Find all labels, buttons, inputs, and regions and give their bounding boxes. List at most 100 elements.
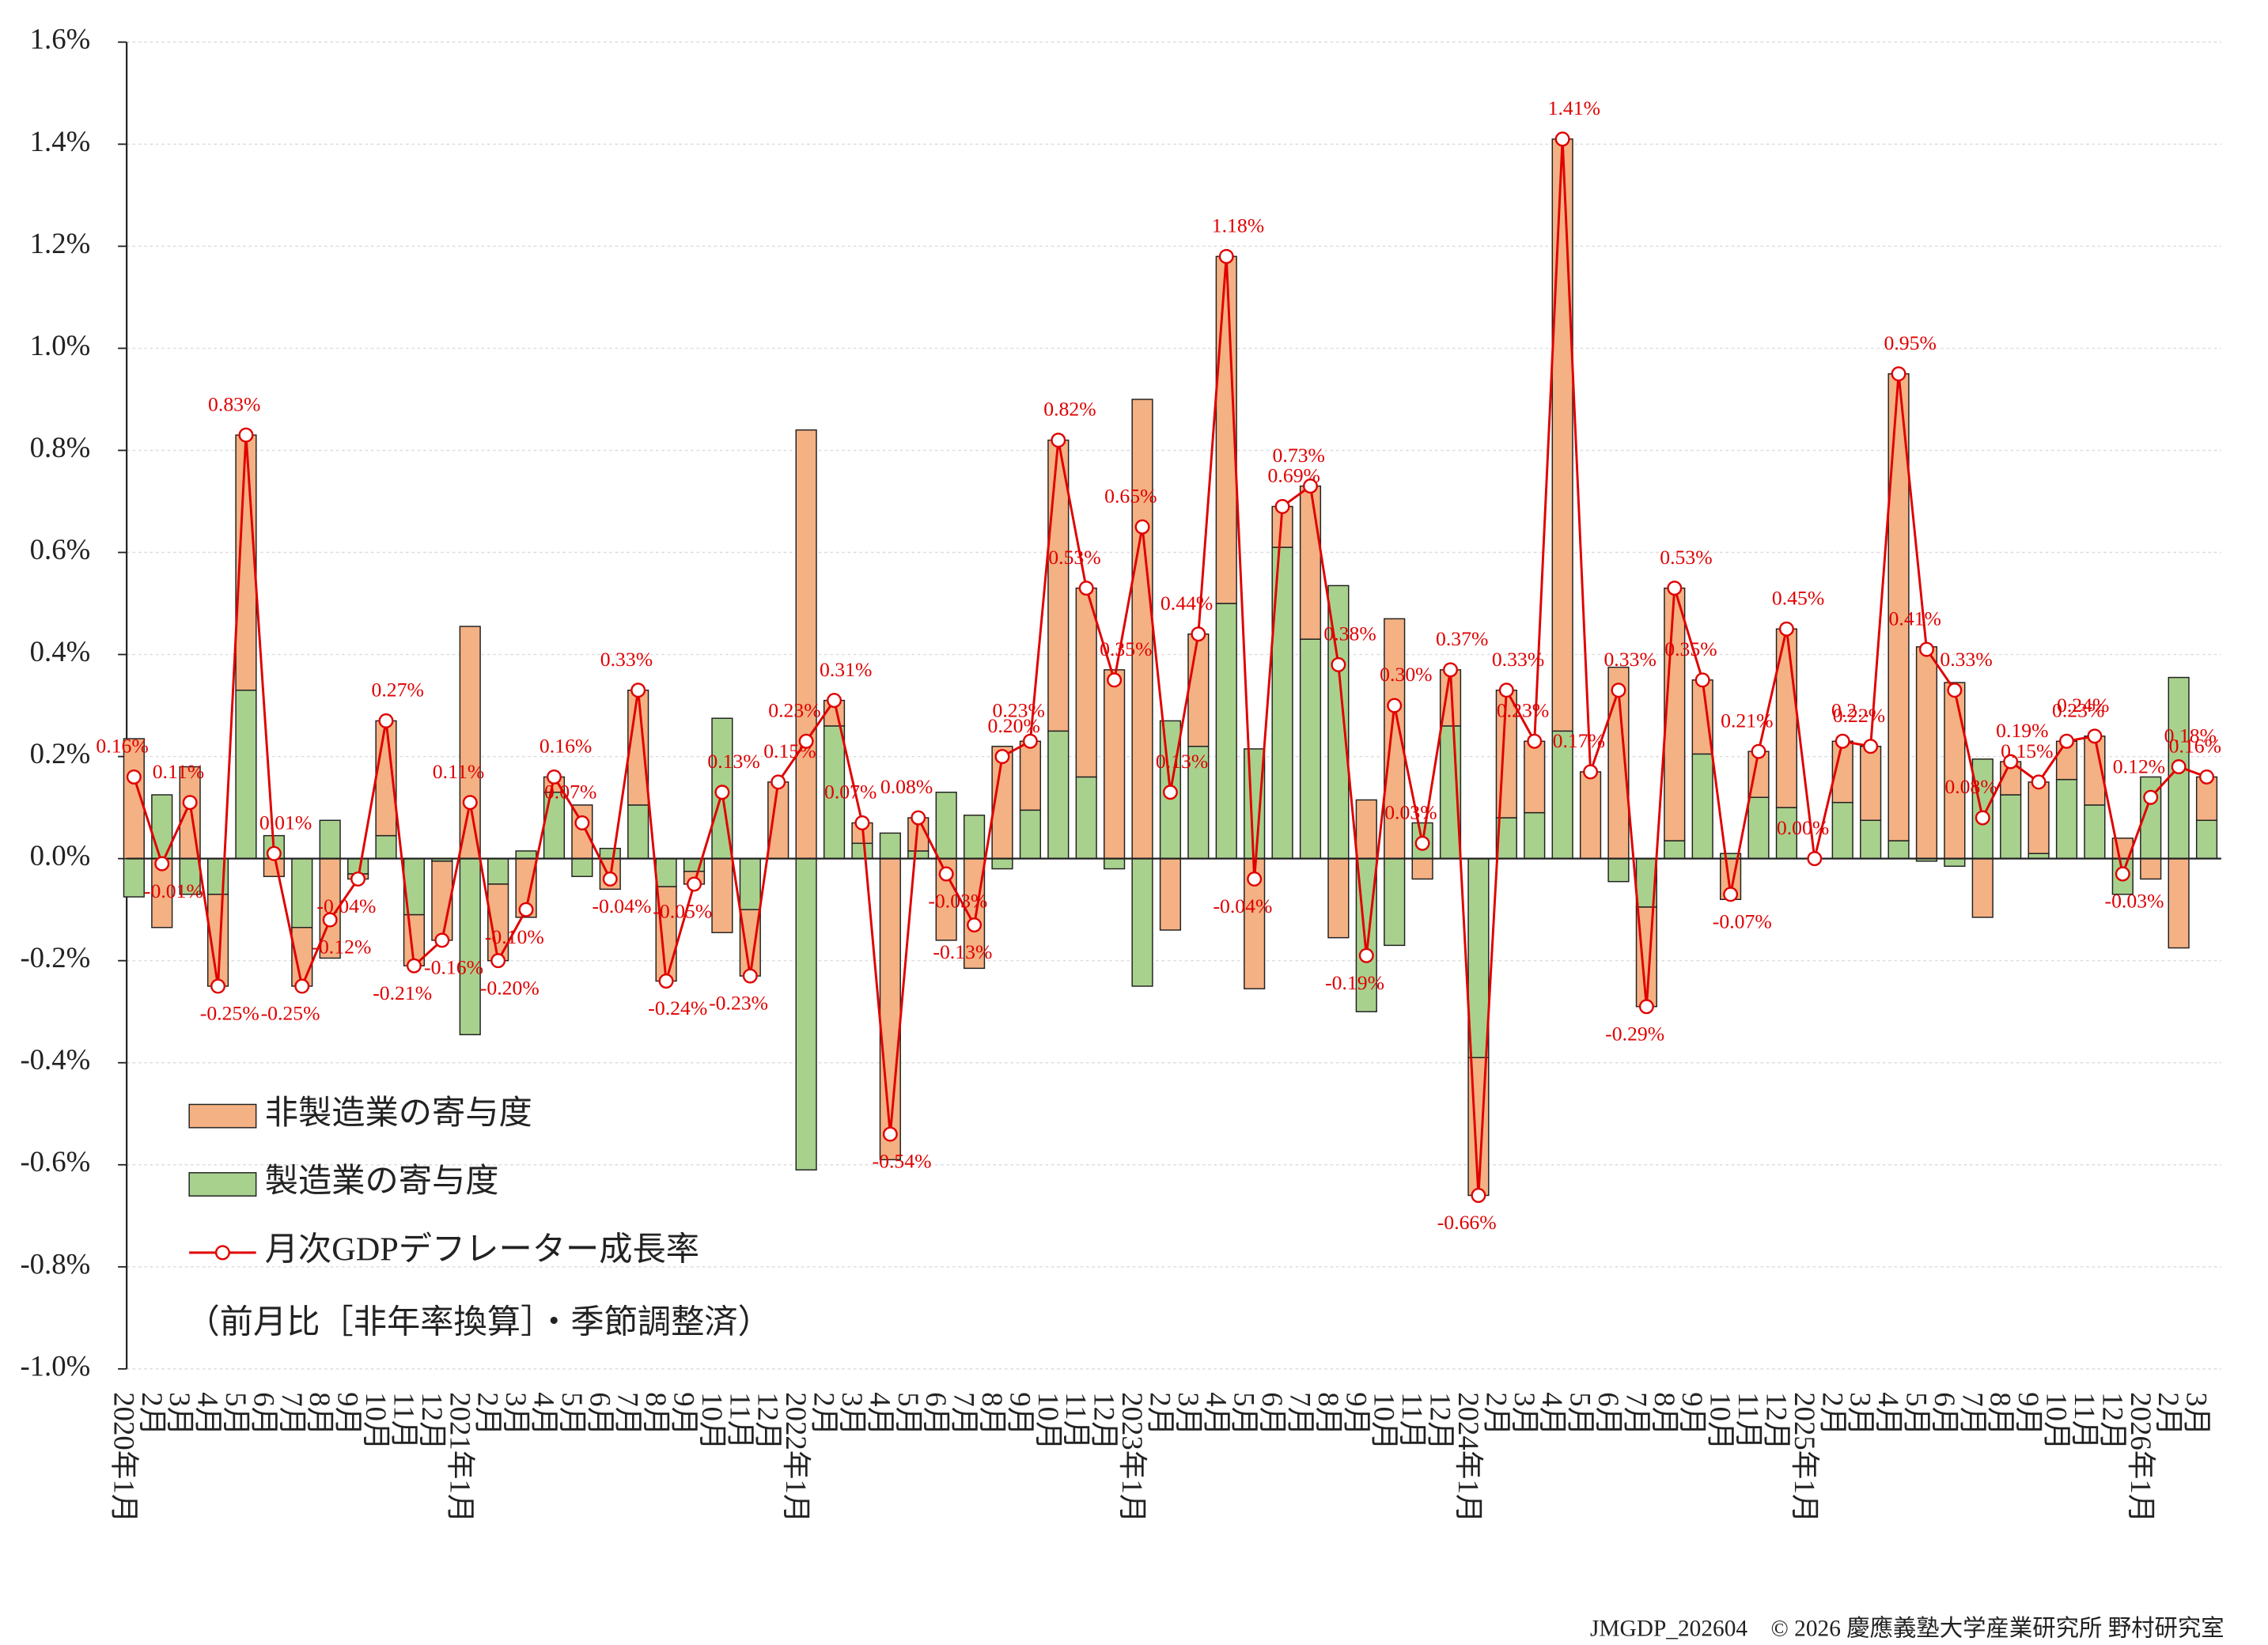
data-label: 1.41%: [1548, 96, 1600, 119]
data-label: -0.03%: [928, 890, 987, 913]
data-label: 0.82%: [1043, 398, 1096, 421]
bar: [1104, 669, 1126, 860]
bar: [459, 626, 481, 860]
bar: [907, 850, 930, 860]
data-label: 0.53%: [1048, 546, 1100, 569]
data-label: 0.35%: [1664, 637, 1717, 660]
data-label: 0.15%: [2001, 739, 2053, 762]
data-label: -0.04%: [592, 894, 651, 917]
bar: [1047, 730, 1070, 860]
data-label: 0.16%: [540, 735, 592, 758]
bar: [1944, 682, 1966, 860]
x-tick-label: 12月: [1760, 1392, 1793, 1450]
data-label: 0.53%: [1660, 546, 1712, 569]
bar: [1244, 748, 1266, 860]
data-label: 0.20%: [987, 714, 1039, 737]
x-tick-label: 2月: [472, 1392, 505, 1435]
data-label: 0.18%: [2164, 724, 2217, 747]
bar: [1075, 776, 1097, 860]
x-tick-label: 6月: [1256, 1392, 1289, 1435]
x-tick-label: 6月: [1929, 1392, 1961, 1435]
line-point: [2031, 774, 2047, 790]
bar: [1019, 809, 1041, 860]
bar: [1524, 811, 1546, 860]
x-tick-label: 7月: [276, 1392, 309, 1435]
x-tick-label: 5月: [1900, 1392, 1933, 1435]
bar: [235, 689, 257, 860]
line-point: [687, 876, 702, 892]
line-point: [434, 932, 450, 948]
line-point: [518, 902, 534, 917]
line-point: [1611, 683, 1626, 698]
bar: [179, 857, 201, 895]
x-tick-label: 12月: [2096, 1392, 2129, 1450]
data-label: -0.25%: [261, 1002, 320, 1025]
x-tick-label: 11月: [1732, 1392, 1765, 1449]
line-point: [1387, 698, 1403, 713]
x-tick-label: 4月: [1200, 1392, 1232, 1435]
x-tick-label: 11月: [388, 1392, 420, 1449]
bar: [1971, 857, 1993, 918]
x-tick-label: 6月: [248, 1392, 280, 1435]
line-point: [1975, 810, 1990, 826]
line-point: [798, 733, 814, 749]
x-tick-label: 3月: [1845, 1392, 1877, 1435]
x-tick-label: 2021年1月: [444, 1392, 476, 1522]
bar: [627, 689, 649, 806]
line-point: [406, 958, 422, 974]
bar: [2055, 778, 2078, 860]
line-point: [2171, 759, 2187, 774]
data-label: 0.23%: [1497, 698, 1549, 721]
x-tick-label: 9月: [1340, 1392, 1373, 1435]
x-tick-label: 9月: [332, 1392, 365, 1435]
bar: [543, 792, 566, 860]
bar: [1187, 745, 1210, 860]
line-point: [714, 785, 730, 800]
line-point: [911, 810, 926, 826]
bar: [123, 857, 145, 898]
x-tick-label: 3月: [1509, 1392, 1541, 1435]
x-tick-label: 2月: [1480, 1392, 1513, 1435]
line-point: [1527, 733, 1543, 749]
data-label: 0.33%: [600, 648, 653, 671]
x-tick-label: 3月: [1172, 1392, 1205, 1435]
x-tick-label: 2月: [136, 1392, 168, 1435]
data-label: 0.00%: [1777, 816, 1829, 839]
line-point: [630, 683, 646, 698]
bar: [571, 857, 593, 877]
x-tick-label: 10月: [1705, 1392, 1737, 1450]
x-tick-label: 12月: [752, 1392, 785, 1450]
bar: [627, 804, 649, 860]
x-tick-label: 7月: [1956, 1392, 1989, 1435]
data-label: 0.23%: [2052, 698, 2104, 721]
data-label: 0.24%: [2057, 694, 2109, 717]
line-point: [1583, 764, 1599, 780]
data-label: 0.65%: [1104, 484, 1157, 507]
y-tick-label: 1.0%: [30, 329, 91, 361]
data-label: 0.13%: [1156, 750, 1208, 773]
line-point: [994, 749, 1010, 765]
line-point: [1022, 733, 1038, 749]
line-point: [967, 917, 983, 932]
line-point: [1274, 498, 1290, 514]
x-tick-label: 8月: [1649, 1392, 1681, 1435]
bar: [1971, 758, 1993, 860]
data-label: 0.22%: [1833, 704, 1885, 727]
y-tick-label: 0.0%: [30, 839, 91, 872]
x-tick-label: 4月: [528, 1392, 560, 1435]
x-tick-label: 11月: [2069, 1392, 2101, 1449]
x-tick-label: 8月: [640, 1392, 672, 1435]
bar: [767, 781, 789, 860]
data-label: -0.25%: [200, 1002, 259, 1025]
data-label: 0.33%: [1492, 648, 1544, 671]
x-tick-label: 3月: [164, 1392, 196, 1435]
bar: [795, 857, 817, 1170]
data-label: -0.13%: [933, 940, 992, 963]
line-point: [1078, 580, 1094, 596]
footer: JMGDP_202604 © 2026 慶應義塾大学産業研究所 野村研究室: [1590, 1615, 2224, 1641]
x-tick-label: 2025年1月: [1789, 1392, 1821, 1522]
data-label: -0.16%: [424, 956, 483, 979]
bar: [739, 909, 761, 977]
line-point: [938, 866, 954, 882]
line-point: [2003, 754, 2019, 770]
